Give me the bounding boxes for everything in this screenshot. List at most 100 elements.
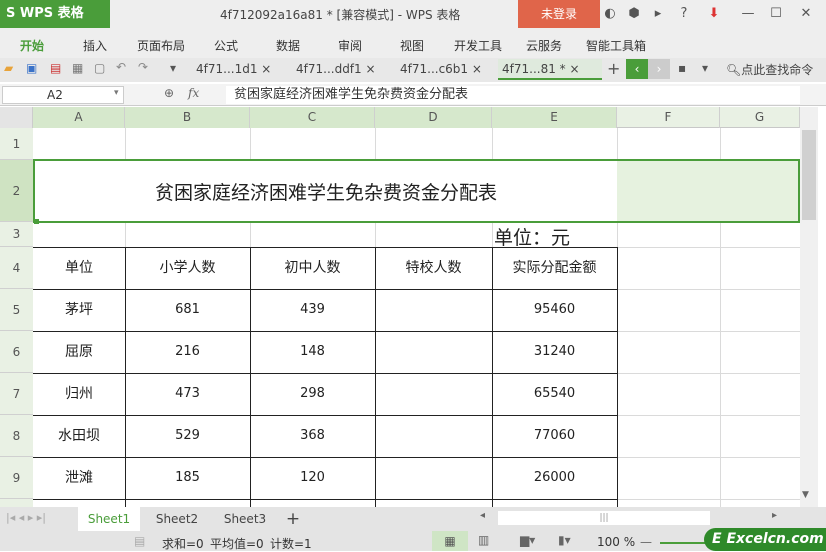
minimize-icon[interactable]: —	[741, 6, 755, 21]
sheet-nav-arrows[interactable]: |◂ ◂ ▸ ▸|	[6, 511, 46, 524]
data-cell[interactable]: 茅坪	[65, 302, 93, 318]
scroll-right-icon[interactable]: ▸	[772, 510, 778, 521]
chevron-down-icon[interactable]: ▾	[114, 88, 119, 98]
data-cell[interactable]: 65540	[533, 386, 576, 401]
unit-label[interactable]: 单位：元	[494, 227, 571, 249]
preview-icon[interactable]: ▢	[94, 61, 106, 75]
sheet-tab-sheet1[interactable]: Sheet1	[78, 507, 140, 531]
column-header-F[interactable]: F	[617, 107, 720, 128]
zoom-slider[interactable]	[660, 542, 710, 544]
vertical-scroll-thumb[interactable]	[802, 130, 816, 220]
screen-icon[interactable]: ▪	[678, 61, 687, 75]
close-tab-icon[interactable]: ×	[569, 62, 580, 76]
row-header-9[interactable]: 9	[0, 457, 33, 499]
sheet-tab-sheet2[interactable]: Sheet2	[155, 512, 199, 526]
doc-tab-active[interactable]: 4f71...81 * ×	[498, 59, 602, 80]
data-cell[interactable]: 368	[300, 428, 325, 443]
maximize-icon[interactable]: ☐	[770, 6, 782, 21]
menu-view[interactable]: 视图	[400, 39, 425, 53]
data-cell[interactable]: 439	[300, 302, 325, 317]
menu-insert[interactable]: 插入	[83, 39, 108, 53]
data-cell[interactable]: 185	[175, 470, 200, 485]
header-cell[interactable]: 特校人数	[405, 260, 462, 276]
data-cell[interactable]: 屈原	[65, 344, 93, 360]
search-command[interactable]: 🔍︎点此查找命令	[726, 61, 813, 78]
data-cell[interactable]: 水田坝	[58, 428, 100, 444]
add-sheet-button[interactable]: +	[285, 509, 301, 529]
menu-home[interactable]: 开始	[20, 39, 45, 53]
data-cell[interactable]	[375, 289, 492, 331]
header-cell[interactable]: 初中人数	[284, 260, 341, 276]
data-cell[interactable]	[375, 415, 492, 457]
close-tab-icon[interactable]: ×	[471, 62, 482, 76]
data-cell[interactable]: 473	[175, 386, 200, 401]
doc-tab[interactable]: 4f71...ddf1 ×	[292, 59, 392, 80]
fill-handle[interactable]	[34, 219, 39, 224]
close-icon[interactable]: ✕	[800, 6, 812, 21]
doc-tab[interactable]: 4f71...1d1 ×	[192, 59, 288, 80]
formula-input[interactable]: 贫困家庭经济困难学生免杂费资金分配表	[226, 86, 800, 104]
row-header-7[interactable]: 7	[0, 373, 33, 415]
row-header-6[interactable]: 6	[0, 331, 33, 373]
data-cell[interactable]: 归州	[65, 386, 93, 402]
data-cell[interactable]: 95460	[533, 302, 576, 317]
open-icon[interactable]: ▰	[4, 61, 14, 75]
column-header-D[interactable]: D	[375, 107, 492, 128]
name-box[interactable]: A2	[2, 86, 124, 104]
close-tab-icon[interactable]: ×	[365, 62, 376, 76]
scroll-down-icon[interactable]: ▼	[802, 490, 809, 500]
help-icon[interactable]: ?	[680, 6, 688, 21]
download-icon[interactable]: ⬇	[708, 6, 720, 21]
menu-formula[interactable]: 公式	[214, 39, 239, 53]
more-icon[interactable]: ▾	[170, 61, 177, 75]
row-header-8[interactable]: 8	[0, 415, 33, 457]
export-icon[interactable]: ▤	[50, 61, 62, 75]
save-icon[interactable]: ▣	[26, 61, 38, 75]
zoom-formula-icon[interactable]: ⊕	[164, 86, 175, 100]
zoom-out-button[interactable]: —	[640, 535, 652, 549]
print-icon[interactable]: ▦	[72, 61, 84, 75]
skin-icon[interactable]: ◐	[604, 6, 616, 21]
data-cell[interactable]: 681	[175, 302, 200, 317]
eye-protect-icon[interactable]: ▮▾	[558, 533, 571, 547]
normal-view-icon[interactable]: ▦	[432, 531, 468, 551]
row-header-1[interactable]: 1	[0, 128, 33, 160]
data-cell[interactable]: 泄滩	[65, 470, 93, 486]
menu-tools[interactable]: 智能工具箱	[586, 39, 647, 53]
data-cell[interactable]: 148	[300, 344, 325, 359]
doc-tab[interactable]: 4f71...c6b1 ×	[396, 59, 496, 80]
header-cell[interactable]: 实际分配金额	[512, 260, 597, 276]
page-break-view-icon[interactable]: ▥	[478, 533, 490, 547]
data-cell[interactable]: 26000	[533, 470, 576, 485]
data-cell[interactable]	[375, 331, 492, 373]
redo-icon[interactable]: ↷	[138, 60, 149, 74]
data-cell[interactable]: 120	[300, 470, 325, 485]
data-cell[interactable]: 31240	[533, 344, 576, 359]
sheet-tab-sheet3[interactable]: Sheet3	[223, 512, 267, 526]
row-header-2[interactable]: 2	[0, 160, 33, 222]
menu-review[interactable]: 审阅	[338, 39, 363, 53]
fx-icon[interactable]: fx	[188, 86, 200, 100]
menu-data[interactable]: 数据	[276, 39, 301, 53]
menu-dev[interactable]: 开发工具	[454, 39, 503, 53]
column-header-B[interactable]: B	[125, 107, 250, 128]
filter-icon[interactable]: ▾	[702, 61, 709, 75]
login-button[interactable]: 未登录	[518, 0, 600, 28]
column-header-C[interactable]: C	[250, 107, 375, 128]
close-tab-icon[interactable]: ×	[261, 62, 272, 76]
data-cell[interactable]: 216	[175, 344, 200, 359]
data-cell[interactable]: 298	[300, 386, 325, 401]
wps-menu-button[interactable]: S WPS 表格	[0, 0, 110, 28]
sheet-title[interactable]: 贫困家庭经济困难学生免杂费资金分配表	[154, 182, 497, 204]
reading-mode-icon[interactable]: ▆▾	[520, 533, 536, 547]
column-header-G[interactable]: G	[720, 107, 800, 128]
notes-icon[interactable]: ▤	[134, 534, 146, 548]
column-header-E[interactable]: E	[492, 107, 617, 128]
tab-prev-button[interactable]: ‹	[626, 59, 648, 79]
data-cell[interactable]	[375, 457, 492, 499]
select-all-button[interactable]	[0, 107, 33, 128]
row-header-5[interactable]: 5	[0, 289, 33, 331]
tab-next-button[interactable]: ›	[648, 59, 670, 79]
row-header-4[interactable]: 4	[0, 247, 33, 289]
new-tab-button[interactable]: +	[607, 59, 621, 78]
